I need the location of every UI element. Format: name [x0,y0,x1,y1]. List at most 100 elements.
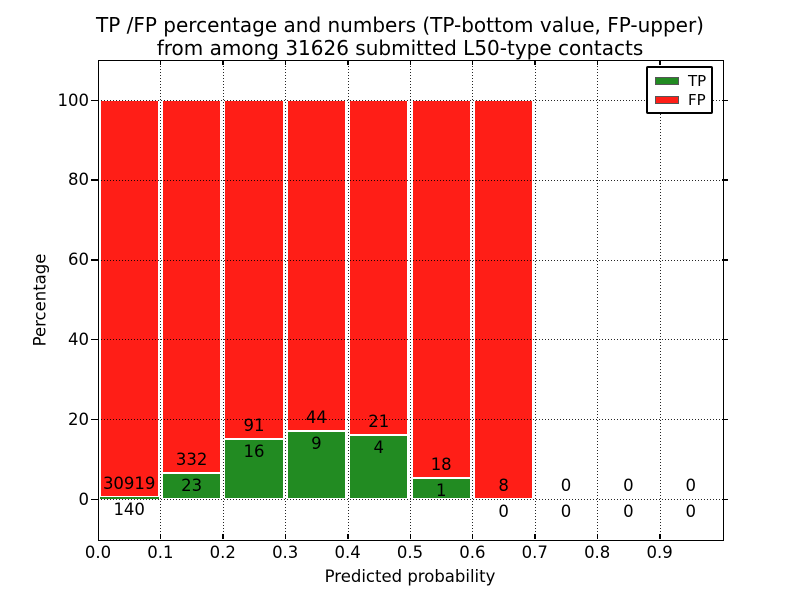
chart-title-line1: TP /FP percentage and numbers (TP-bottom… [96,13,704,37]
x-tick-top [534,60,536,65]
bar-segment-fp [411,100,471,478]
tp-count-label: 1 [435,481,447,500]
tp-count-label: 0 [560,502,572,521]
x-tick-bottom [347,534,349,539]
x-tick-bottom [471,534,474,539]
chart-title-line2: from among 31626 submitted L50-type cont… [156,36,644,60]
y-tick-label: 0 [78,489,90,509]
x-gridline [410,60,411,539]
x-tick-top [222,60,224,65]
x-gridline [285,60,287,539]
bar-segment-fp [99,100,159,498]
bar-segment-tp [286,431,347,499]
y-tick-left [91,338,98,341]
fp-count-label: 332 [175,450,208,470]
fp-count-label: 91 [243,416,265,436]
x-tick-top [284,60,287,65]
tp-legend-swatch [655,76,679,85]
bar-segment-fp [473,100,534,499]
x-gridline [222,60,224,539]
legend-row-fp: FP [648,92,711,108]
y-tick-right [722,338,728,341]
y-tick-label: 80 [68,170,89,190]
tp-legend-label: TP [688,71,707,90]
tp-count-label: 16 [243,442,265,462]
fp-count-label: 0 [560,476,572,495]
y-tick-label: 60 [68,250,89,270]
x-tick-bottom [659,534,661,539]
tp-count-label: 0 [498,502,509,521]
y-tick-left [91,418,98,421]
tp-count-label: 9 [311,434,322,454]
bar-segment-tp [349,435,409,499]
tp-count-label: 0 [623,502,634,521]
bar-segment-tp [161,473,222,499]
y-tick-left [91,259,98,261]
x-tick-bottom [222,534,224,539]
bar-segment-tp [411,478,471,499]
legend-row-tp: TP [648,73,711,89]
bar-segment-tp [224,439,284,499]
fp-count-label: 44 [305,408,327,428]
x-tick-top [159,60,162,65]
fp-count-label: 8 [498,476,509,495]
y-tick-right [722,99,728,101]
bar-segment-fp [224,100,284,440]
x-tick-label: 0.1 [147,543,174,562]
y-tick-label: 40 [68,329,89,349]
x-tick-label: 0.7 [521,543,548,562]
fp-legend-swatch [655,95,679,104]
x-tick-label: 0.3 [272,543,299,562]
y-tick-left [91,498,98,500]
y-tick-right [722,259,728,261]
x-tick-bottom [409,534,411,539]
bar-segment-tp [99,497,159,500]
x-gridline [659,60,661,539]
x-tick-label: 0.4 [334,543,361,562]
x-gridline [472,60,474,539]
x-tick-top [471,60,474,65]
x-axis-label: Predicted probability [324,567,496,586]
fp-count-label: 0 [685,476,697,495]
y-tick-left [91,99,98,101]
bar-segment-fp [286,100,347,432]
x-tick-label: 0.0 [84,543,112,562]
bar-segment-fp [349,100,409,436]
x-gridline [160,60,162,539]
y-tick-label: 20 [68,409,89,429]
x-tick-label: 0.5 [396,543,424,562]
y-tick-right [722,418,728,421]
x-tick-bottom [596,534,599,539]
tp-count-label: 4 [373,438,385,458]
x-tick-bottom [284,534,287,539]
x-tick-top [409,60,411,65]
x-tick-top [347,60,349,65]
x-tick-top [596,60,599,65]
x-tick-label: 0.2 [209,543,236,562]
fp-count-label: 0 [623,476,634,495]
x-tick-label: 0.8 [584,543,611,562]
x-tick-top [659,60,661,65]
x-tick-label: 0.6 [459,543,486,562]
y-tick-label: 100 [57,90,90,110]
legend: TP FP [646,66,713,114]
y-tick-right [722,498,728,500]
bar-segment-fp [161,100,222,474]
fp-count-label: 21 [368,412,390,432]
x-gridline [347,60,349,539]
x-tick-bottom [159,534,162,539]
x-gridline [534,60,536,539]
y-tick-right [722,179,728,181]
x-gridline [597,60,599,539]
plot-area [98,60,724,541]
tp-count-label: 0 [685,502,697,521]
fp-count-label: 30919 [102,474,156,494]
fp-legend-label: FP [688,90,706,109]
tp-count-label: 23 [181,476,203,496]
tp-count-label: 140 [113,500,145,520]
x-tick-bottom [534,534,536,539]
x-tick-label: 0.9 [646,543,673,562]
fp-count-label: 18 [430,455,452,474]
y-tick-left [91,179,98,181]
